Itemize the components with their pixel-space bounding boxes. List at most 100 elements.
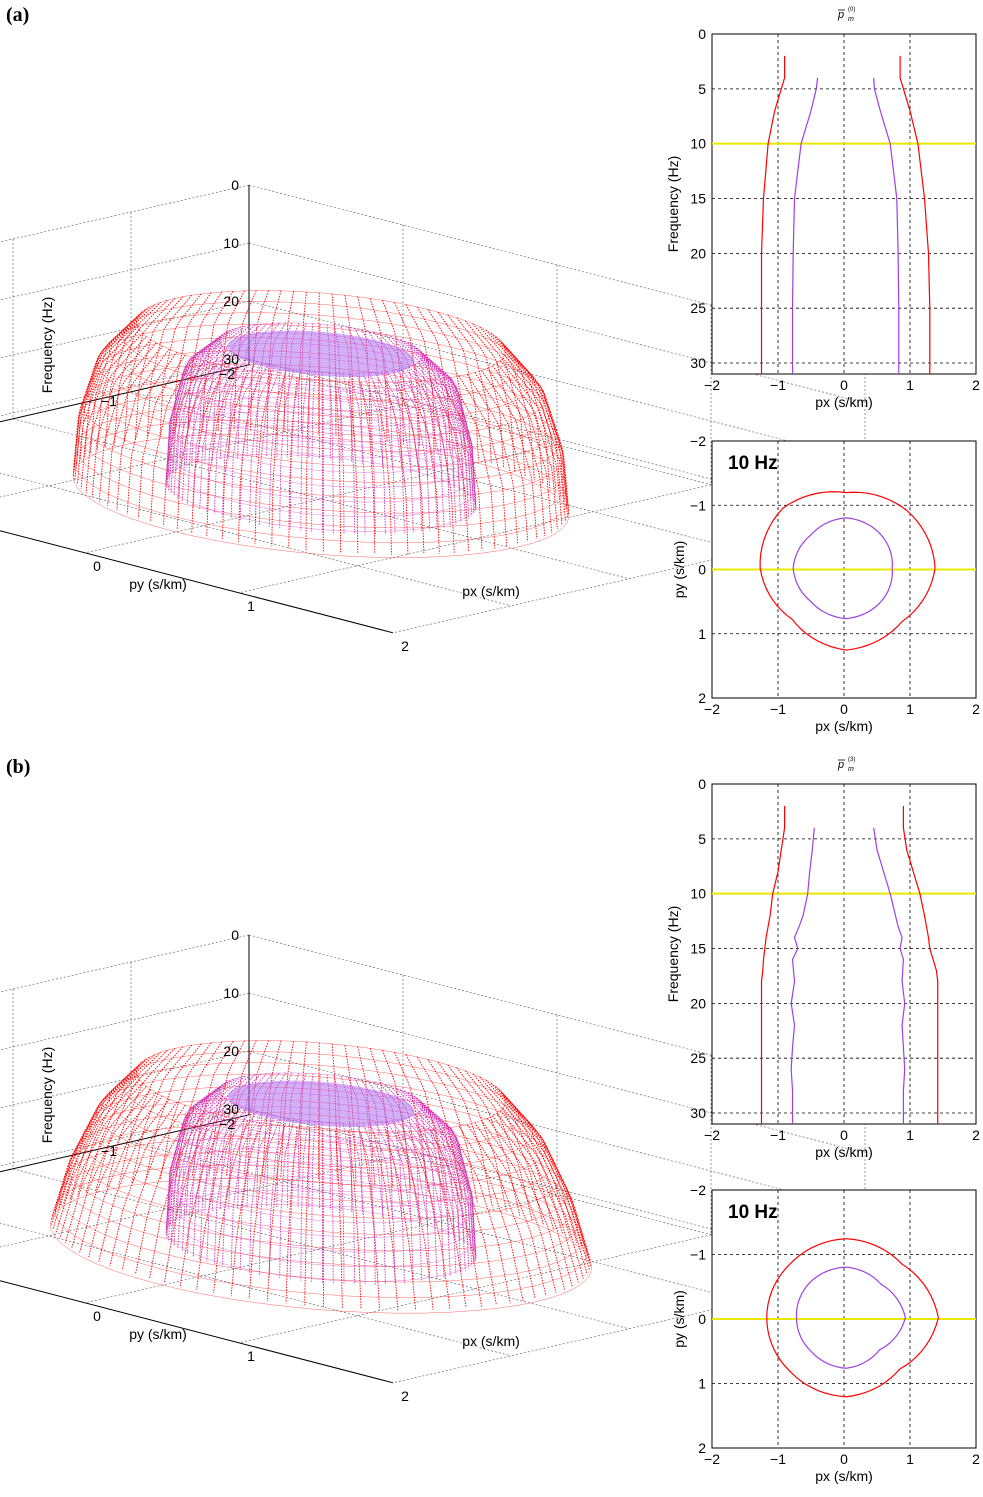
section-curve-inner-left	[791, 77, 819, 374]
surface-ring	[122, 301, 520, 401]
surface-stipple	[367, 330, 393, 470]
surface-stipple	[199, 1106, 243, 1260]
py-axis-label: py (s/km)	[129, 1326, 187, 1342]
surface-ring	[184, 342, 458, 412]
x-tick-label: 1	[906, 1451, 914, 1467]
py-tick-label: −2	[219, 1116, 235, 1132]
surface-stipple	[421, 1104, 477, 1257]
surface-stipple	[335, 380, 342, 553]
surface-stipple	[417, 1112, 470, 1269]
surface-stipple	[397, 1131, 434, 1310]
surface-stipple	[204, 1075, 246, 1213]
surface-stipple	[421, 1106, 477, 1260]
frequency-tick-label: 30	[223, 1101, 239, 1117]
x-axis-label: px (s/km)	[815, 394, 873, 410]
section-curve-outer-right	[899, 55, 931, 374]
surface-stipple	[230, 1112, 263, 1269]
surface-stipple	[347, 381, 359, 554]
surface-stipple	[354, 327, 374, 466]
y-tick-label: 5	[698, 81, 706, 97]
px-axis-label: px (s/km)	[462, 583, 520, 599]
x-tick-label: −1	[770, 377, 786, 393]
y-axis-label: py (s/km)	[671, 541, 687, 599]
px-axis-label: px (s/km)	[462, 1333, 520, 1349]
surface-ring	[181, 356, 461, 427]
y-tick-label: 2	[698, 1440, 706, 1456]
surface-stipple	[385, 382, 409, 555]
surface-stipple	[342, 372, 356, 535]
surface-ring	[173, 1133, 469, 1208]
surface-stipple	[202, 291, 234, 433]
surface-stipple	[230, 362, 263, 519]
surface-stipple	[485, 329, 544, 485]
surface-ring	[168, 411, 474, 488]
y-axis-label: Frequency (Hz)	[665, 906, 681, 1002]
surface-stipple	[206, 368, 237, 536]
surface-stipple	[502, 1107, 588, 1275]
surface-stipple	[380, 1121, 414, 1283]
surface-stipple	[487, 1117, 566, 1290]
surface-stipple	[322, 1129, 324, 1307]
section-title: pm(0)p̄m(0)	[837, 7, 855, 23]
surface-stipple	[213, 1109, 252, 1265]
surface-stipple	[168, 1094, 222, 1241]
surface-stipple	[159, 293, 202, 436]
surface-stipple	[85, 336, 147, 494]
x-tick-label: 1	[906, 701, 914, 717]
surface-ring	[165, 1204, 477, 1282]
x-axis-label: px (s/km)	[815, 1468, 873, 1484]
side-wall-grid-line	[0, 242, 250, 301]
surface-stipple	[405, 1054, 446, 1197]
surface-stipple	[69, 1056, 150, 1201]
surface-stipple	[399, 1089, 443, 1233]
surface-stipple	[311, 371, 316, 532]
surface-stipple	[440, 1128, 497, 1306]
surface-stipple	[191, 327, 237, 466]
surface-stipple	[170, 345, 224, 494]
y-tick-label: 1	[698, 626, 706, 642]
surface-stipple	[417, 362, 470, 519]
frequency-tick-label: 10	[223, 985, 239, 1001]
surface-stipple	[419, 1130, 467, 1309]
section-curve-outer-right	[902, 805, 939, 1124]
surface-stipple	[472, 323, 526, 477]
title-subscript: m	[848, 766, 854, 773]
surface-stipple	[165, 1089, 221, 1233]
surface-stipple	[134, 296, 184, 440]
surface-ring	[58, 1151, 584, 1283]
surface-stipple	[342, 1122, 356, 1285]
surface-stipple	[311, 1121, 316, 1282]
surface-stipple	[185, 328, 234, 468]
surface-stipple	[496, 1113, 579, 1283]
title-subscript: m	[848, 16, 854, 23]
y-tick-label: 20	[690, 245, 706, 261]
surface-stipple	[134, 1107, 195, 1275]
surface-ring	[202, 332, 440, 393]
surface-stipple	[219, 1074, 256, 1211]
y-tick-label: 30	[690, 1105, 706, 1121]
surface-stipple	[192, 1104, 239, 1257]
surface-stipple	[395, 1087, 436, 1231]
py-axis-label: py (s/km)	[129, 576, 187, 592]
x-axis-label: px (s/km)	[815, 718, 873, 734]
x-tick-label: 0	[840, 1451, 848, 1467]
surface-stipple	[85, 1051, 161, 1194]
y-tick-label: −2	[690, 1182, 706, 1198]
x-tick-label: −2	[704, 1127, 720, 1143]
y-tick-label: 0	[698, 26, 706, 42]
surface-stipple	[286, 322, 300, 458]
surface-stipple	[411, 365, 462, 523]
y-tick-label: 25	[690, 300, 706, 316]
surface-stipple	[173, 1097, 226, 1246]
surface-stipple	[326, 1074, 331, 1211]
surface-stipple	[456, 1067, 521, 1216]
surface-stipple	[421, 357, 476, 512]
x-tick-label: −2	[704, 701, 720, 717]
surface-ring	[91, 337, 551, 452]
surface3d-plot-0: −2 −1 0 1 2 −2 −1 0 1 20 10 20 30 px (s/km) py (s/km) F…	[0, 177, 866, 654]
py-tick-label: −1	[101, 1143, 117, 1159]
surface-stipple	[420, 1101, 474, 1252]
surface-stipple	[420, 351, 474, 502]
